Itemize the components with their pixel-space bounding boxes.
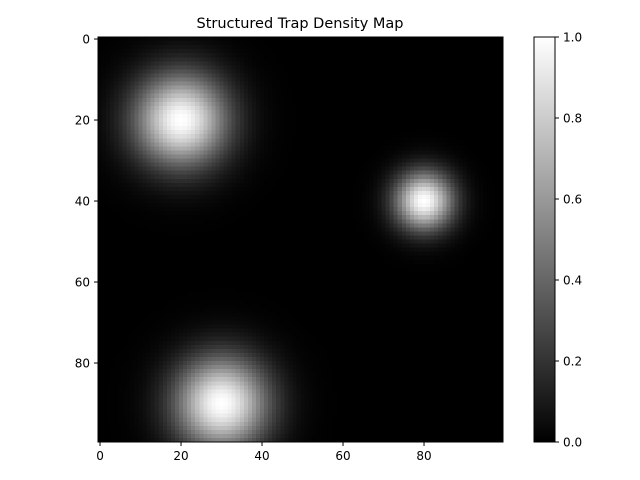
x-tick-label: 0 bbox=[96, 449, 104, 463]
colorbar-tick-label: 1.0 bbox=[563, 31, 582, 45]
colorbar-tick-label: 0.4 bbox=[563, 274, 582, 288]
colorbar-gradient bbox=[534, 37, 555, 442]
colorbar-ticks: 0.0 0.2 0.4 0.6 0.8 1.0 bbox=[555, 31, 582, 450]
colorbar: 0.0 0.2 0.4 0.6 0.8 1.0 bbox=[533, 31, 582, 450]
heatmap-plot-area bbox=[97, 36, 504, 443]
plot-frame bbox=[97, 36, 504, 443]
heatmap-image bbox=[98, 37, 503, 442]
y-tick-label: 20 bbox=[75, 114, 90, 128]
x-tick-label: 60 bbox=[335, 449, 350, 463]
y-axis: 0 20 40 60 80 bbox=[75, 33, 98, 371]
colorbar-tick-label: 0.8 bbox=[563, 112, 582, 126]
colorbar-tick-label: 0.2 bbox=[563, 355, 582, 369]
y-tick-label: 0 bbox=[82, 33, 90, 47]
y-tick-label: 80 bbox=[75, 357, 90, 371]
x-tick-label: 40 bbox=[254, 449, 269, 463]
y-tick-label: 40 bbox=[75, 195, 90, 209]
x-tick-label: 20 bbox=[173, 449, 188, 463]
colorbar-tick-label: 0.6 bbox=[563, 193, 582, 207]
y-tick-label: 60 bbox=[75, 276, 90, 290]
colorbar-frame bbox=[533, 36, 556, 443]
chart-title: Structured Trap Density Map bbox=[197, 16, 404, 32]
colorbar-tick-label: 0.0 bbox=[563, 436, 582, 450]
x-tick-label: 80 bbox=[416, 449, 431, 463]
x-axis: 0 20 40 60 80 bbox=[96, 442, 432, 463]
